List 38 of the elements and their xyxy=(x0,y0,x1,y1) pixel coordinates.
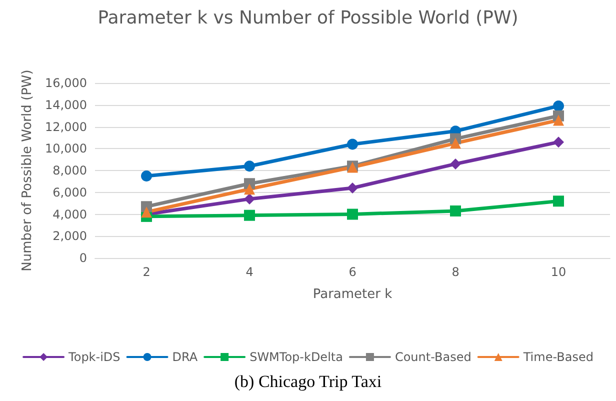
y-axis-title: Number of Possible World (PW) xyxy=(20,70,36,272)
point xyxy=(141,170,152,182)
y-tick-label: 8,000 xyxy=(52,164,87,178)
y-tick-label: 6,000 xyxy=(52,185,87,200)
y-tick-label: 4,000 xyxy=(52,207,87,222)
x-tick-label: 4 xyxy=(246,265,254,279)
point xyxy=(244,193,255,204)
chart-title: Parameter k vs Number of Possible World (PW) xyxy=(98,8,518,28)
point xyxy=(553,136,564,148)
y-tick-label: 0 xyxy=(79,251,87,265)
x-tick-label: 6 xyxy=(348,265,356,279)
x-tick-label: 8 xyxy=(452,265,460,279)
y-tick-label: 14,000 xyxy=(45,98,87,112)
point xyxy=(244,210,255,221)
y-tick-label: 2,000 xyxy=(52,229,87,244)
text: (b) Chicago Trip Taxi xyxy=(233,371,383,393)
x-tick-label: 10 xyxy=(550,265,566,279)
point xyxy=(244,160,255,172)
point xyxy=(347,138,358,150)
legend-label: SWMTop-kDelta xyxy=(250,350,343,364)
legend-label: DRA xyxy=(172,350,198,364)
point xyxy=(450,205,461,216)
legend-label: Time-Based xyxy=(522,350,594,364)
point xyxy=(347,182,358,194)
y-tick-label: 12,000 xyxy=(45,120,87,134)
point xyxy=(244,184,255,195)
legend-label: Topk-iDS xyxy=(68,350,120,364)
point xyxy=(450,138,461,149)
point xyxy=(450,158,461,170)
x-axis-title: Parameter k xyxy=(312,287,393,302)
point xyxy=(553,196,564,207)
x-tick-label: 2 xyxy=(142,265,150,279)
y-tick-label: 10,000 xyxy=(45,142,87,156)
point xyxy=(347,208,358,220)
point xyxy=(553,114,564,126)
point xyxy=(553,100,564,112)
y-tick-label: 16,000 xyxy=(45,76,87,90)
legend-label: Count-Based xyxy=(394,350,472,364)
